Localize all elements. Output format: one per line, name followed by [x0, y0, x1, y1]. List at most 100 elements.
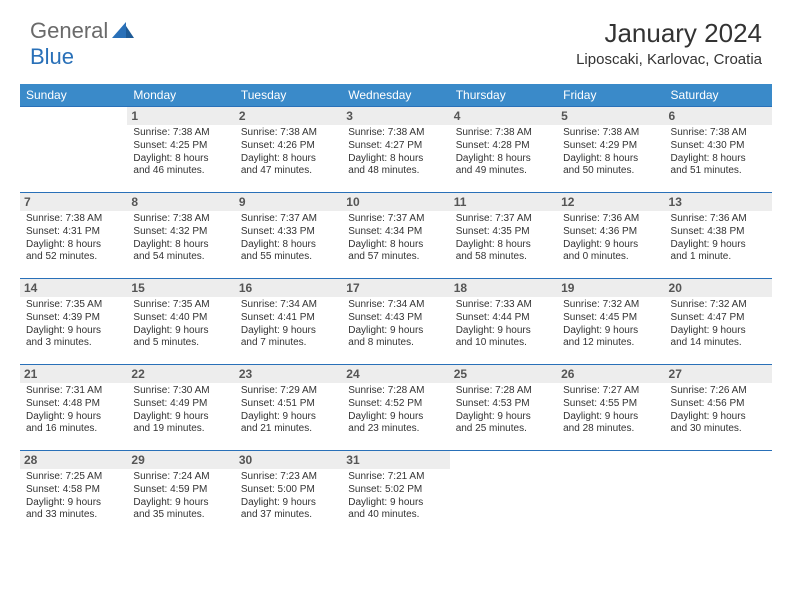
- day-info-line: Sunrise: 7:38 AM: [133, 127, 228, 140]
- day-info: Sunrise: 7:21 AMSunset: 5:02 PMDaylight:…: [348, 471, 443, 522]
- day-info-line: Sunrise: 7:21 AM: [348, 471, 443, 484]
- day-info-line: Sunrise: 7:38 AM: [348, 127, 443, 140]
- day-info-line: Sunrise: 7:34 AM: [348, 299, 443, 312]
- week-row: 28Sunrise: 7:25 AMSunset: 4:58 PMDayligh…: [20, 451, 772, 537]
- day-info-line: Sunset: 4:58 PM: [26, 484, 121, 497]
- day-info: Sunrise: 7:32 AMSunset: 4:47 PMDaylight:…: [671, 299, 766, 350]
- day-info-line: Sunrise: 7:25 AM: [26, 471, 121, 484]
- day-info-line: Daylight: 9 hours: [133, 325, 228, 338]
- day-info: Sunrise: 7:28 AMSunset: 4:53 PMDaylight:…: [456, 385, 551, 436]
- day-number: 23: [235, 365, 342, 383]
- calendar-body: .1Sunrise: 7:38 AMSunset: 4:25 PMDayligh…: [20, 107, 772, 537]
- day-number: 30: [235, 451, 342, 469]
- day-info-line: Sunset: 4:30 PM: [671, 140, 766, 153]
- day-info-line: Sunset: 4:55 PM: [563, 398, 658, 411]
- day-info-line: Sunrise: 7:30 AM: [133, 385, 228, 398]
- day-info-line: Daylight: 9 hours: [26, 411, 121, 424]
- day-info-line: Daylight: 9 hours: [563, 325, 658, 338]
- day-info-line: and 57 minutes.: [348, 251, 443, 264]
- week-row: .1Sunrise: 7:38 AMSunset: 4:25 PMDayligh…: [20, 107, 772, 193]
- day-info-line: and 55 minutes.: [241, 251, 336, 264]
- day-info-line: Sunrise: 7:37 AM: [456, 213, 551, 226]
- day-info-line: Sunset: 5:00 PM: [241, 484, 336, 497]
- day-info-line: Sunset: 4:32 PM: [133, 226, 228, 239]
- day-info-line: and 10 minutes.: [456, 337, 551, 350]
- day-info-line: Sunset: 4:48 PM: [26, 398, 121, 411]
- day-cell: .: [665, 451, 772, 537]
- day-cell: 28Sunrise: 7:25 AMSunset: 4:58 PMDayligh…: [20, 451, 127, 537]
- day-cell: 24Sunrise: 7:28 AMSunset: 4:52 PMDayligh…: [342, 365, 449, 451]
- calendar-table: SundayMondayTuesdayWednesdayThursdayFrid…: [20, 84, 772, 537]
- day-info-line: Daylight: 8 hours: [241, 239, 336, 252]
- day-header: Friday: [557, 84, 664, 107]
- day-number: 2: [235, 107, 342, 125]
- day-info: Sunrise: 7:38 AMSunset: 4:32 PMDaylight:…: [133, 213, 228, 264]
- day-info-line: and 0 minutes.: [563, 251, 658, 264]
- day-info-line: and 37 minutes.: [241, 509, 336, 522]
- day-info: Sunrise: 7:30 AMSunset: 4:49 PMDaylight:…: [133, 385, 228, 436]
- day-number: 19: [557, 279, 664, 297]
- day-info: Sunrise: 7:29 AMSunset: 4:51 PMDaylight:…: [241, 385, 336, 436]
- day-info-line: Daylight: 8 hours: [456, 239, 551, 252]
- day-info: Sunrise: 7:35 AMSunset: 4:40 PMDaylight:…: [133, 299, 228, 350]
- day-cell: 7Sunrise: 7:38 AMSunset: 4:31 PMDaylight…: [20, 193, 127, 279]
- day-info-line: Sunset: 4:27 PM: [348, 140, 443, 153]
- day-number: 26: [557, 365, 664, 383]
- day-number: 14: [20, 279, 127, 297]
- day-number: 27: [665, 365, 772, 383]
- day-info: Sunrise: 7:27 AMSunset: 4:55 PMDaylight:…: [563, 385, 658, 436]
- day-info-line: Sunset: 4:41 PM: [241, 312, 336, 325]
- day-header: Saturday: [665, 84, 772, 107]
- day-info-line: Sunset: 4:29 PM: [563, 140, 658, 153]
- day-info-line: Daylight: 8 hours: [348, 153, 443, 166]
- day-info-line: Daylight: 9 hours: [671, 239, 766, 252]
- day-info-line: and 19 minutes.: [133, 423, 228, 436]
- day-number: 20: [665, 279, 772, 297]
- day-info-line: Daylight: 8 hours: [133, 153, 228, 166]
- day-info-line: Daylight: 8 hours: [671, 153, 766, 166]
- day-header: Tuesday: [235, 84, 342, 107]
- day-cell: 2 Sunrise: 7:38 AMSunset: 4:26 PMDaylight…: [235, 107, 342, 193]
- day-info-line: Daylight: 8 hours: [241, 153, 336, 166]
- day-info-line: and 30 minutes.: [671, 423, 766, 436]
- brand-part1: General: [30, 18, 108, 44]
- day-info-line: and 48 minutes.: [348, 165, 443, 178]
- day-info-line: Sunset: 4:36 PM: [563, 226, 658, 239]
- day-info-line: Daylight: 9 hours: [241, 497, 336, 510]
- day-info: Sunrise: 7:38 AMSunset: 4:30 PMDaylight:…: [671, 127, 766, 178]
- day-info-line: and 23 minutes.: [348, 423, 443, 436]
- day-info-line: Sunset: 4:53 PM: [456, 398, 551, 411]
- day-info: Sunrise: 7:31 AMSunset: 4:48 PMDaylight:…: [26, 385, 121, 436]
- day-number: 29: [127, 451, 234, 469]
- day-info-line: Sunrise: 7:36 AM: [671, 213, 766, 226]
- day-info: Sunrise: 7:37 AMSunset: 4:33 PMDaylight:…: [241, 213, 336, 264]
- day-info-line: Daylight: 9 hours: [348, 325, 443, 338]
- day-cell: 30 Sunrise: 7:23 AMSunset: 5:00 PMDayligh…: [235, 451, 342, 537]
- day-cell: 10Sunrise: 7:37 AMSunset: 4:34 PMDayligh…: [342, 193, 449, 279]
- day-cell: 25Sunrise: 7:28 AMSunset: 4:53 PMDayligh…: [450, 365, 557, 451]
- day-number: 22: [127, 365, 234, 383]
- day-info-line: Sunrise: 7:23 AM: [241, 471, 336, 484]
- day-cell: 14Sunrise: 7:35 AMSunset: 4:39 PMDayligh…: [20, 279, 127, 365]
- day-info-line: Daylight: 9 hours: [671, 411, 766, 424]
- day-info-line: and 47 minutes.: [241, 165, 336, 178]
- day-cell: 15Sunrise: 7:35 AMSunset: 4:40 PMDayligh…: [127, 279, 234, 365]
- day-cell: 5Sunrise: 7:38 AMSunset: 4:29 PMDaylight…: [557, 107, 664, 193]
- day-info-line: Sunrise: 7:31 AM: [26, 385, 121, 398]
- day-info-line: Sunrise: 7:35 AM: [133, 299, 228, 312]
- day-info: Sunrise: 7:28 AMSunset: 4:52 PMDaylight:…: [348, 385, 443, 436]
- day-info-line: Sunrise: 7:32 AM: [671, 299, 766, 312]
- day-info-line: and 14 minutes.: [671, 337, 766, 350]
- day-info-line: Sunset: 4:43 PM: [348, 312, 443, 325]
- day-info-line: Sunrise: 7:37 AM: [348, 213, 443, 226]
- day-info: Sunrise: 7:38 AMSunset: 4:26 PMDaylight:…: [241, 127, 336, 178]
- day-info-line: and 49 minutes.: [456, 165, 551, 178]
- day-number: 4: [450, 107, 557, 125]
- day-info-line: Sunset: 4:40 PM: [133, 312, 228, 325]
- day-info-line: Sunrise: 7:24 AM: [133, 471, 228, 484]
- day-info-line: Sunrise: 7:36 AM: [563, 213, 658, 226]
- day-info-line: Sunset: 4:26 PM: [241, 140, 336, 153]
- day-cell: 9Sunrise: 7:37 AMSunset: 4:33 PMDaylight…: [235, 193, 342, 279]
- day-info-line: Sunset: 4:49 PM: [133, 398, 228, 411]
- title-block: January 2024 Liposcaki, Karlovac, Croati…: [576, 18, 762, 68]
